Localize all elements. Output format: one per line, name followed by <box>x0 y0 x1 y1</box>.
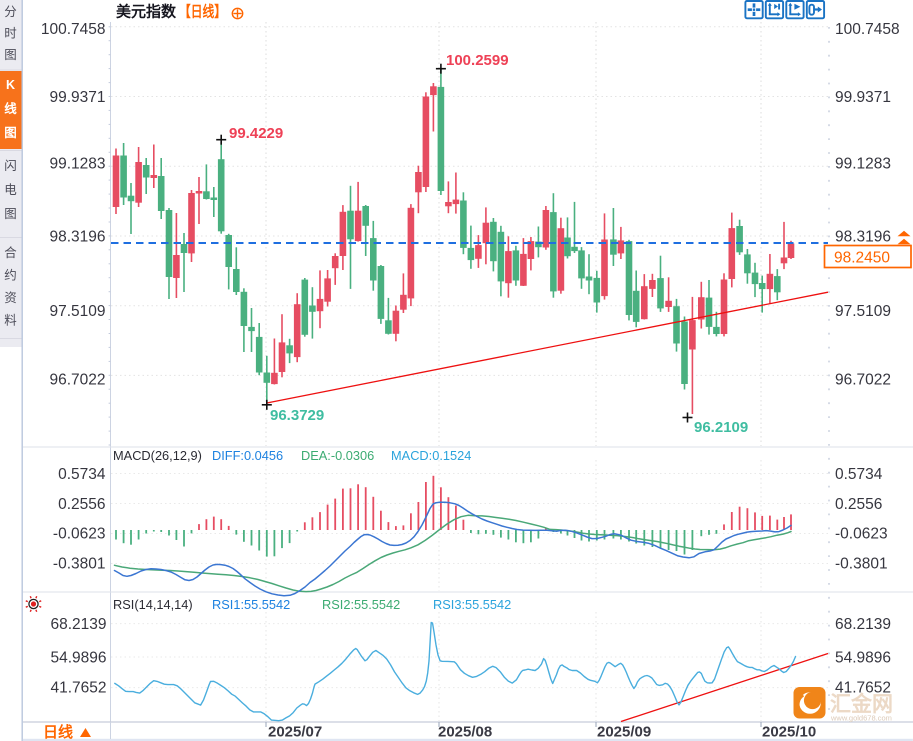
svg-text:-0.3801: -0.3801 <box>835 556 888 573</box>
svg-text:100.7458: 100.7458 <box>835 21 900 38</box>
svg-text:图: 图 <box>4 126 17 140</box>
svg-text:约: 约 <box>4 268 17 283</box>
svg-text:图: 图 <box>4 207 17 221</box>
svg-text:分: 分 <box>4 5 17 19</box>
svg-text:41.7652: 41.7652 <box>50 680 106 697</box>
svg-text:41.7652: 41.7652 <box>835 680 891 697</box>
svg-text:2025/10: 2025/10 <box>762 724 816 741</box>
svg-text:-0.3801: -0.3801 <box>53 556 106 573</box>
svg-text:96.7022: 96.7022 <box>49 371 105 388</box>
svg-text:96.7022: 96.7022 <box>835 371 891 388</box>
svg-text:54.9896: 54.9896 <box>50 650 106 667</box>
svg-text:0.2556: 0.2556 <box>835 496 882 513</box>
svg-text:MACD(26,12,9): MACD(26,12,9) <box>113 448 202 463</box>
svg-text:68.2139: 68.2139 <box>835 616 891 633</box>
svg-text:资: 资 <box>4 291 17 305</box>
svg-text:-0.0623: -0.0623 <box>53 526 106 543</box>
svg-text:日线: 日线 <box>43 723 73 741</box>
svg-text:99.1283: 99.1283 <box>49 156 105 173</box>
svg-text:98.3196: 98.3196 <box>835 229 891 246</box>
svg-text:0.5734: 0.5734 <box>835 466 883 483</box>
svg-text:线: 线 <box>4 101 17 116</box>
svg-text:68.2139: 68.2139 <box>50 616 106 633</box>
svg-text:汇金网: 汇金网 <box>830 692 893 716</box>
svg-text:97.5109: 97.5109 <box>835 303 891 320</box>
svg-text:96.2109: 96.2109 <box>694 419 748 436</box>
svg-text:-0.0623: -0.0623 <box>835 526 888 543</box>
svg-text:RSI(14,14,14): RSI(14,14,14) <box>113 597 193 612</box>
svg-text:2025/08: 2025/08 <box>438 724 492 741</box>
svg-text:时: 时 <box>4 27 17 41</box>
svg-text:图: 图 <box>4 48 17 62</box>
svg-text:2025/07: 2025/07 <box>268 724 322 741</box>
svg-text:电: 电 <box>4 183 17 197</box>
svg-text:97.5109: 97.5109 <box>49 303 105 320</box>
svg-text:100.2599: 100.2599 <box>446 52 509 69</box>
svg-text:www.gold678.com: www.gold678.com <box>830 714 892 723</box>
svg-text:54.9896: 54.9896 <box>835 650 891 667</box>
svg-text:料: 料 <box>4 314 17 328</box>
svg-text:2025/09: 2025/09 <box>597 724 651 741</box>
svg-text:99.9371: 99.9371 <box>49 89 105 106</box>
svg-text:0.2556: 0.2556 <box>58 496 105 513</box>
svg-text:K: K <box>6 78 15 92</box>
svg-text:99.9371: 99.9371 <box>835 89 891 106</box>
svg-text:98.3196: 98.3196 <box>49 229 105 246</box>
svg-text:RSI3:55.5542: RSI3:55.5542 <box>433 597 511 612</box>
svg-text:96.3729: 96.3729 <box>270 407 324 424</box>
svg-text:合: 合 <box>4 245 17 260</box>
svg-text:99.4229: 99.4229 <box>229 125 283 142</box>
svg-text:0.5734: 0.5734 <box>58 466 106 483</box>
svg-text:MACD:0.1524: MACD:0.1524 <box>391 448 471 463</box>
svg-text:98.2450: 98.2450 <box>834 250 890 267</box>
svg-text:DIFF:0.0456: DIFF:0.0456 <box>212 448 283 463</box>
svg-text:美元指数: 美元指数 <box>116 3 177 21</box>
svg-text:99.1283: 99.1283 <box>835 156 891 173</box>
svg-text:RSI1:55.5542: RSI1:55.5542 <box>212 597 290 612</box>
svg-text:【日线】: 【日线】 <box>179 3 226 21</box>
svg-text:DEA:-0.0306: DEA:-0.0306 <box>301 448 374 463</box>
svg-text:闪: 闪 <box>4 159 17 173</box>
svg-text:RSI2:55.5542: RSI2:55.5542 <box>322 597 400 612</box>
svg-text:100.7458: 100.7458 <box>41 21 106 38</box>
